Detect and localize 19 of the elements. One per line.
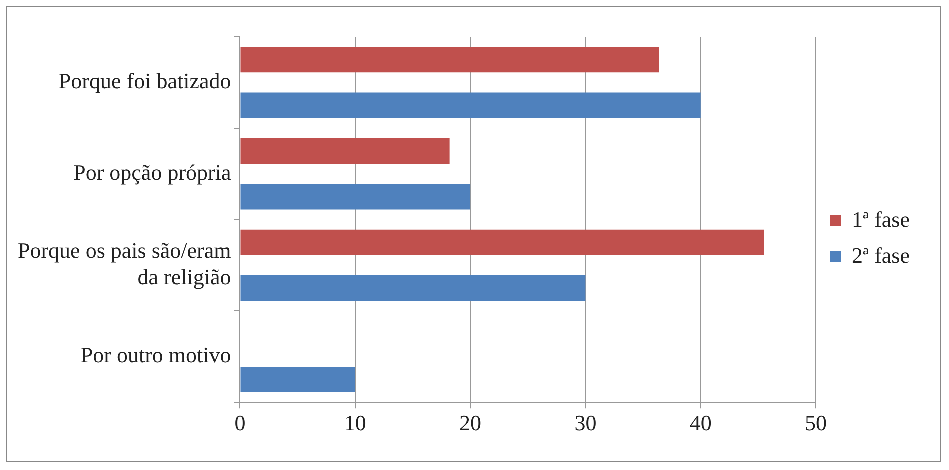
x-tick-label: 20 xyxy=(460,410,482,436)
bar xyxy=(240,230,764,256)
bar xyxy=(240,276,586,302)
bar xyxy=(240,92,701,118)
x-tick-label: 0 xyxy=(234,410,246,436)
legend-label: 2ª fase xyxy=(852,242,910,268)
x-tick-label: 10 xyxy=(344,410,366,436)
x-tick-label: 30 xyxy=(574,410,597,436)
y-tick-label: Por opção própria xyxy=(74,160,232,185)
legend-label: 1ª fase xyxy=(852,206,910,232)
y-tick-label: Porque os pais são/eram da religião xyxy=(18,238,232,290)
bar xyxy=(240,47,660,73)
bar xyxy=(240,366,356,393)
x-tick-label: 40 xyxy=(690,410,712,436)
bar xyxy=(240,138,450,164)
bar xyxy=(240,184,471,210)
y-tick-label: Por outro motivo xyxy=(80,342,232,368)
x-tick-label: 50 xyxy=(805,410,828,436)
y-tick-label: Porque foi batizado xyxy=(58,68,232,94)
